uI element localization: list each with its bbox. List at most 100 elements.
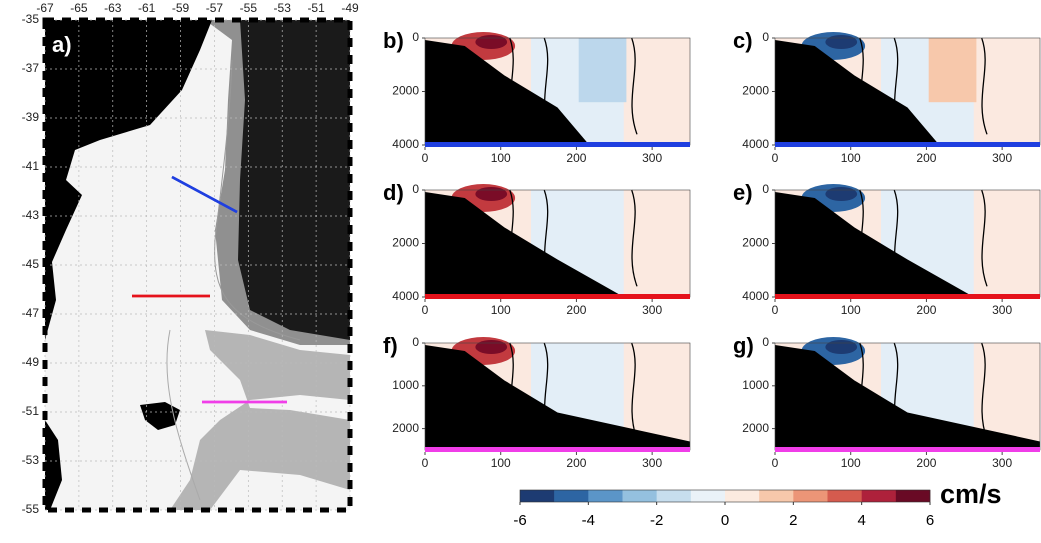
panel-label: b) <box>383 28 404 53</box>
colorbar-tick-label: -6 <box>513 512 526 529</box>
y-tick-label: 0 <box>412 30 419 44</box>
section-panel: 0 100 200 300 0 2000 4000 d) <box>383 180 691 317</box>
contour <box>893 342 901 440</box>
x-tick-label: 0 <box>422 151 429 165</box>
contour <box>543 189 551 287</box>
x-tick-label: 300 <box>992 456 1012 470</box>
y-tick-label: 2000 <box>392 421 419 435</box>
colorbar-tick-label: -2 <box>650 512 663 529</box>
lon-tick-label: -59 <box>172 1 190 15</box>
y-tick-label: 2000 <box>392 236 419 250</box>
section-panel: 0 100 200 300 0 2000 4000 e) <box>733 180 1041 317</box>
x-tick-label: 100 <box>841 151 861 165</box>
core <box>825 340 858 354</box>
core <box>475 187 508 201</box>
field-patch <box>578 38 627 103</box>
transect-bar <box>425 294 690 299</box>
x-tick-label: 0 <box>772 456 779 470</box>
colorbar-bin <box>588 490 623 502</box>
colorbar-bin <box>895 490 931 502</box>
contour <box>859 342 866 440</box>
y-tick-label: 4000 <box>392 137 419 151</box>
transect-bar <box>425 447 690 452</box>
y-tick-label: 1000 <box>392 378 419 392</box>
contour <box>859 37 866 135</box>
colorbar-tick-label: 6 <box>926 512 934 529</box>
section-panel: 0 100 200 300 0 1000 2000 g) <box>733 333 1041 470</box>
lat-tick-label: -43 <box>22 208 40 222</box>
x-tick-label: 100 <box>491 303 511 317</box>
bathymetry <box>425 192 690 297</box>
x-tick-label: 200 <box>916 303 936 317</box>
map-layers <box>45 20 350 510</box>
x-tick-label: 100 <box>841 456 861 470</box>
bathymetry <box>775 40 1040 145</box>
x-tick-label: 200 <box>566 151 586 165</box>
x-tick-label: 100 <box>841 303 861 317</box>
panel-label: d) <box>383 180 404 205</box>
x-tick-label: 300 <box>992 303 1012 317</box>
core <box>475 35 508 49</box>
contour <box>509 37 516 135</box>
y-tick-label: 0 <box>412 335 419 349</box>
colorbar-tick-label: 4 <box>857 512 865 529</box>
transect-bar <box>775 447 1040 452</box>
bathymetry <box>425 345 690 450</box>
contour <box>509 342 516 440</box>
x-tick-label: 300 <box>642 151 662 165</box>
lat-tick-label: -47 <box>22 306 40 320</box>
y-tick-label: 4000 <box>742 137 769 151</box>
lon-tick-label: -51 <box>307 1 325 15</box>
x-tick-label: 300 <box>642 303 662 317</box>
colorbar-bin <box>690 490 726 502</box>
lon-tick-label: -61 <box>138 1 156 15</box>
x-tick-label: 100 <box>491 151 511 165</box>
contour <box>981 342 988 440</box>
lon-tick-label: -67 <box>36 1 54 15</box>
panel-label: a) <box>52 32 72 57</box>
panel-label: c) <box>733 28 753 53</box>
y-tick-label: 1000 <box>742 378 769 392</box>
contour <box>893 189 901 287</box>
lat-tick-label: -51 <box>22 404 40 418</box>
field-patch <box>928 38 977 103</box>
lon-tick-label: -65 <box>70 1 88 15</box>
panel-label: f) <box>383 333 398 358</box>
x-tick-label: 100 <box>491 456 511 470</box>
transect-line <box>171 175 238 214</box>
contour <box>631 342 638 440</box>
y-tick-label: 2000 <box>742 84 769 98</box>
lat-tick-label: -55 <box>22 502 40 516</box>
y-tick-label: 4000 <box>742 289 769 303</box>
colorbar-bin <box>759 490 794 502</box>
y-tick-label: 4000 <box>392 289 419 303</box>
lon-tick-label: -57 <box>206 1 224 15</box>
colorbar-bin <box>861 490 897 502</box>
colorbar-bin <box>520 490 555 502</box>
colorbar-tick-label: -4 <box>582 512 595 529</box>
contour <box>631 189 638 287</box>
x-tick-label: 200 <box>916 456 936 470</box>
colorbar-bin <box>725 490 760 502</box>
lon-tick-label: -55 <box>240 1 258 15</box>
y-tick-label: 0 <box>412 182 419 196</box>
lat-tick-label: -41 <box>22 159 40 173</box>
x-tick-label: 300 <box>992 151 1012 165</box>
bathymetry <box>425 40 690 145</box>
panel-label: e) <box>733 180 753 205</box>
lat-tick-label: -39 <box>22 110 40 124</box>
colorbar-bin <box>656 490 692 502</box>
core <box>825 35 858 49</box>
y-tick-label: 2000 <box>392 84 419 98</box>
x-tick-label: 0 <box>772 151 779 165</box>
x-tick-label: 200 <box>916 151 936 165</box>
colorbar-bin <box>793 490 828 502</box>
colorbar-bin <box>622 490 657 502</box>
lat-tick-label: -53 <box>22 453 40 467</box>
x-tick-label: 200 <box>566 303 586 317</box>
x-tick-label: 0 <box>422 456 429 470</box>
lon-tick-label: -49 <box>341 1 359 15</box>
contour <box>543 342 551 440</box>
